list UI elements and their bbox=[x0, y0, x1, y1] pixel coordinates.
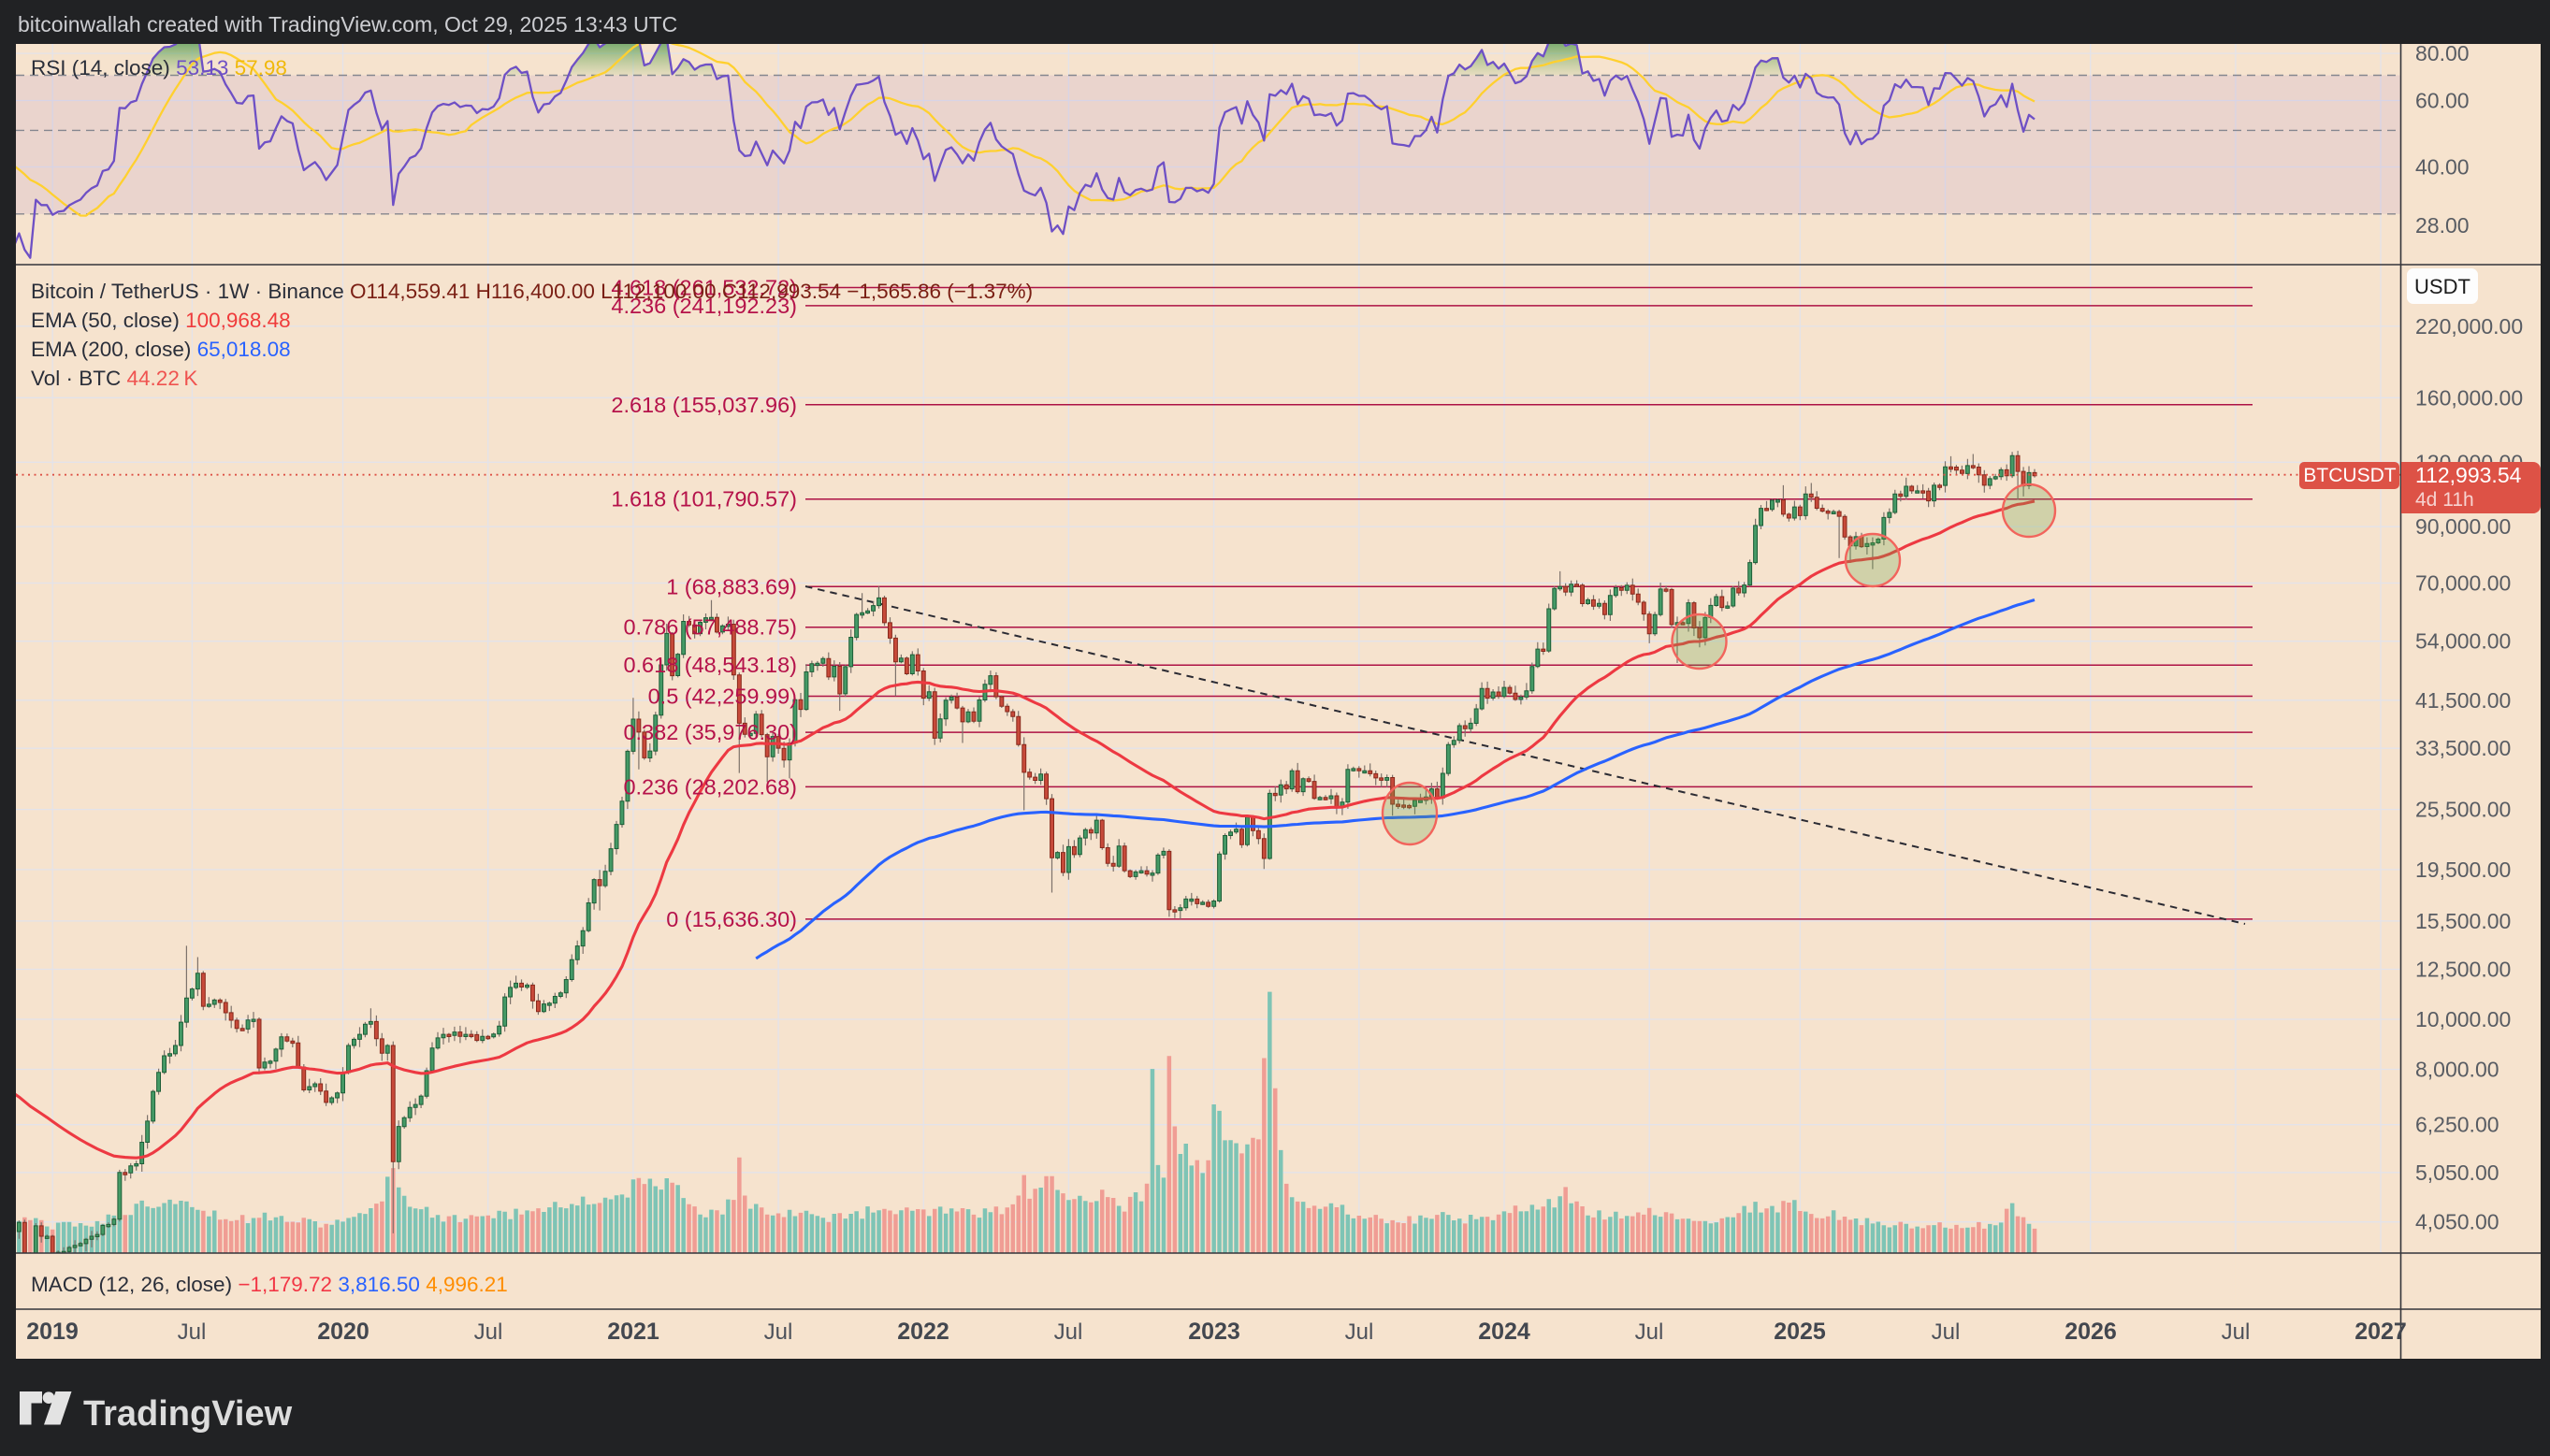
svg-text:Jul: Jul bbox=[178, 1319, 207, 1345]
svg-text:12,500.00: 12,500.00 bbox=[2415, 958, 2511, 982]
svg-text:0.786 (57,488.75): 0.786 (57,488.75) bbox=[623, 615, 797, 640]
svg-text:4d 11h: 4d 11h bbox=[2415, 489, 2474, 511]
svg-text:8,000.00: 8,000.00 bbox=[2415, 1058, 2499, 1082]
svg-text:60.00: 60.00 bbox=[2415, 89, 2470, 113]
svg-text:4.236 (241,192.23): 4.236 (241,192.23) bbox=[611, 294, 797, 318]
svg-text:2022: 2022 bbox=[897, 1319, 949, 1345]
svg-text:2019: 2019 bbox=[26, 1319, 79, 1345]
svg-text:4,050.00: 4,050.00 bbox=[2415, 1210, 2499, 1234]
svg-text:2023: 2023 bbox=[1188, 1319, 1240, 1345]
svg-text:EMA (50, close) 100,968.48: EMA (50, close) 100,968.48 bbox=[31, 309, 291, 332]
svg-text:54,000.00: 54,000.00 bbox=[2415, 629, 2511, 654]
svg-text:4.618 (261,532.72): 4.618 (261,532.72) bbox=[611, 276, 797, 300]
svg-text:Jul: Jul bbox=[1932, 1319, 1961, 1345]
svg-text:bitcoinwallah created with Tra: bitcoinwallah created with TradingView.c… bbox=[18, 12, 677, 36]
svg-text:MACD (12, 26, close) −1,179.7: MACD (12, 26, close) −1,179.72 3,816.50 … bbox=[31, 1273, 508, 1296]
svg-text:Jul: Jul bbox=[1345, 1319, 1374, 1345]
svg-text:70,000.00: 70,000.00 bbox=[2415, 571, 2511, 596]
svg-text:19,500.00: 19,500.00 bbox=[2415, 858, 2511, 882]
svg-text:RSI (14, close) 53.13 57.98: RSI (14, close) 53.13 57.98 bbox=[31, 56, 287, 79]
svg-text:Jul: Jul bbox=[1054, 1319, 1083, 1345]
svg-text:220,000.00: 220,000.00 bbox=[2415, 314, 2523, 339]
svg-text:0.5 (42,259.99): 0.5 (42,259.99) bbox=[648, 685, 797, 709]
svg-text:2021: 2021 bbox=[607, 1319, 659, 1345]
svg-text:Bitcoin / TetherUS · 1W · Bina: Bitcoin / TetherUS · 1W · Binance O114,5… bbox=[31, 280, 1033, 303]
svg-text:40.00: 40.00 bbox=[2415, 155, 2470, 180]
svg-text:6,250.00: 6,250.00 bbox=[2415, 1113, 2499, 1137]
svg-text:90,000.00: 90,000.00 bbox=[2415, 514, 2511, 539]
svg-text:Jul: Jul bbox=[2222, 1319, 2251, 1345]
svg-text:USDT: USDT bbox=[2414, 275, 2470, 298]
svg-text:2024: 2024 bbox=[1478, 1319, 1530, 1345]
svg-text:2027: 2027 bbox=[2354, 1319, 2407, 1345]
svg-text:80.00: 80.00 bbox=[2415, 41, 2470, 65]
svg-text:15,500.00: 15,500.00 bbox=[2415, 909, 2511, 933]
svg-text:1 (68,883.69): 1 (68,883.69) bbox=[666, 574, 797, 598]
svg-text:2.618 (155,037.96): 2.618 (155,037.96) bbox=[611, 393, 797, 417]
svg-text:EMA (200, close) 65,018.08: EMA (200, close) 65,018.08 bbox=[31, 338, 291, 361]
svg-text:0.618 (48,543.18): 0.618 (48,543.18) bbox=[623, 653, 797, 677]
svg-text:Jul: Jul bbox=[764, 1319, 793, 1345]
svg-text:10,000.00: 10,000.00 bbox=[2415, 1007, 2511, 1031]
svg-text:0.236 (28,202.68): 0.236 (28,202.68) bbox=[623, 774, 797, 799]
svg-text:2026: 2026 bbox=[2065, 1319, 2117, 1345]
svg-text:TradingView: TradingView bbox=[83, 1394, 293, 1434]
svg-text:0 (15,636.30): 0 (15,636.30) bbox=[666, 907, 797, 931]
svg-text:Jul: Jul bbox=[1635, 1319, 1664, 1345]
svg-text:112,993.54: 112,993.54 bbox=[2415, 463, 2522, 487]
svg-text:1.618 (101,790.57): 1.618 (101,790.57) bbox=[611, 487, 797, 512]
svg-text:160,000.00: 160,000.00 bbox=[2415, 385, 2523, 410]
svg-text:2020: 2020 bbox=[317, 1319, 369, 1345]
svg-text:5,050.00: 5,050.00 bbox=[2415, 1160, 2499, 1185]
svg-text:0.382 (35,976.30): 0.382 (35,976.30) bbox=[623, 720, 797, 744]
svg-text:41,500.00: 41,500.00 bbox=[2415, 688, 2511, 713]
svg-text:28.00: 28.00 bbox=[2415, 213, 2470, 238]
svg-text:Jul: Jul bbox=[474, 1319, 503, 1345]
svg-text:33,500.00: 33,500.00 bbox=[2415, 736, 2511, 760]
svg-text:25,500.00: 25,500.00 bbox=[2415, 798, 2511, 822]
svg-text:2025: 2025 bbox=[1774, 1319, 1826, 1345]
svg-text:Vol · BTC 44.22 K: Vol · BTC 44.22 K bbox=[31, 367, 197, 390]
svg-text:BTCUSDT: BTCUSDT bbox=[2303, 465, 2396, 486]
